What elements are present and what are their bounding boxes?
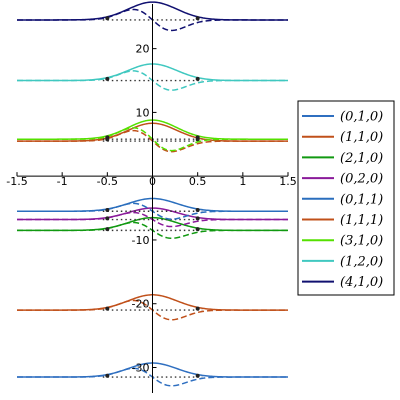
turning-point-marker — [105, 373, 110, 378]
legend-item[interactable]: (2,1,0) — [302, 151, 383, 166]
turning-point-marker — [195, 76, 200, 81]
legend-item[interactable]: (0,1,1) — [302, 192, 383, 207]
turning-point-marker — [195, 135, 200, 140]
turning-point-marker — [195, 208, 200, 213]
legend[interactable]: (0,1,0) (1,1,0) (2,1,0) (0,2,0) (0,1,1) (1,1,… — [297, 100, 395, 296]
y-tick-label: -30 — [132, 361, 150, 374]
legend-label: (4,1,0) — [340, 275, 383, 290]
turning-point-marker — [195, 16, 200, 21]
turning-point-marker — [105, 208, 110, 213]
legend-item[interactable]: (0,1,0) — [302, 110, 383, 125]
ticks: -1.5 -1 -0.5 0 0.5 1 1.5 -30 -20 -10 10 20 — [6, 43, 296, 375]
turning-point-marker — [195, 373, 200, 378]
turning-point-marker — [105, 227, 110, 232]
turning-point-marker — [195, 216, 200, 221]
x-tick-label: -0.5 — [97, 175, 118, 188]
x-tick-label: 1.5 — [279, 175, 297, 188]
x-tick-label: -1.5 — [6, 175, 27, 188]
turning-point-marker — [105, 306, 110, 311]
legend-label: (0,2,0) — [340, 172, 383, 187]
turning-point-marker — [105, 76, 110, 81]
axes — [17, 4, 288, 393]
legend-label: (0,1,0) — [340, 110, 383, 125]
y-tick-label: 10 — [136, 106, 150, 119]
y-tick-label: -20 — [132, 298, 150, 311]
x-tick-label: -1 — [57, 175, 68, 188]
x-tick-label: 0.5 — [189, 175, 207, 188]
turning-point-marker — [195, 306, 200, 311]
legend-item[interactable]: (4,1,0) — [302, 275, 383, 290]
legend-label: (1,2,0) — [340, 254, 383, 269]
legend-item[interactable]: (3,1,0) — [302, 234, 383, 249]
legend-item[interactable]: (1,1,0) — [302, 130, 383, 145]
turning-point-marker — [105, 16, 110, 21]
legend-label: (3,1,0) — [340, 234, 383, 249]
y-tick-label: 20 — [136, 43, 150, 56]
legend-item[interactable]: (1,2,0) — [302, 254, 383, 269]
legend-label: (0,1,1) — [340, 192, 383, 207]
legend-label: (1,1,0) — [340, 130, 383, 145]
legend-item[interactable]: (0,2,0) — [302, 172, 383, 187]
x-tick-label: 0 — [149, 175, 156, 188]
legend-item[interactable]: (1,1,1) — [302, 213, 383, 228]
legend-label: (2,1,0) — [340, 151, 383, 166]
turning-point-marker — [105, 135, 110, 140]
turning-point-marker — [105, 216, 110, 221]
y-tick-label: -10 — [132, 234, 150, 247]
turning-point-marker — [195, 227, 200, 232]
legend-label: (1,1,1) — [340, 213, 383, 228]
x-tick-label: 1 — [239, 175, 246, 188]
